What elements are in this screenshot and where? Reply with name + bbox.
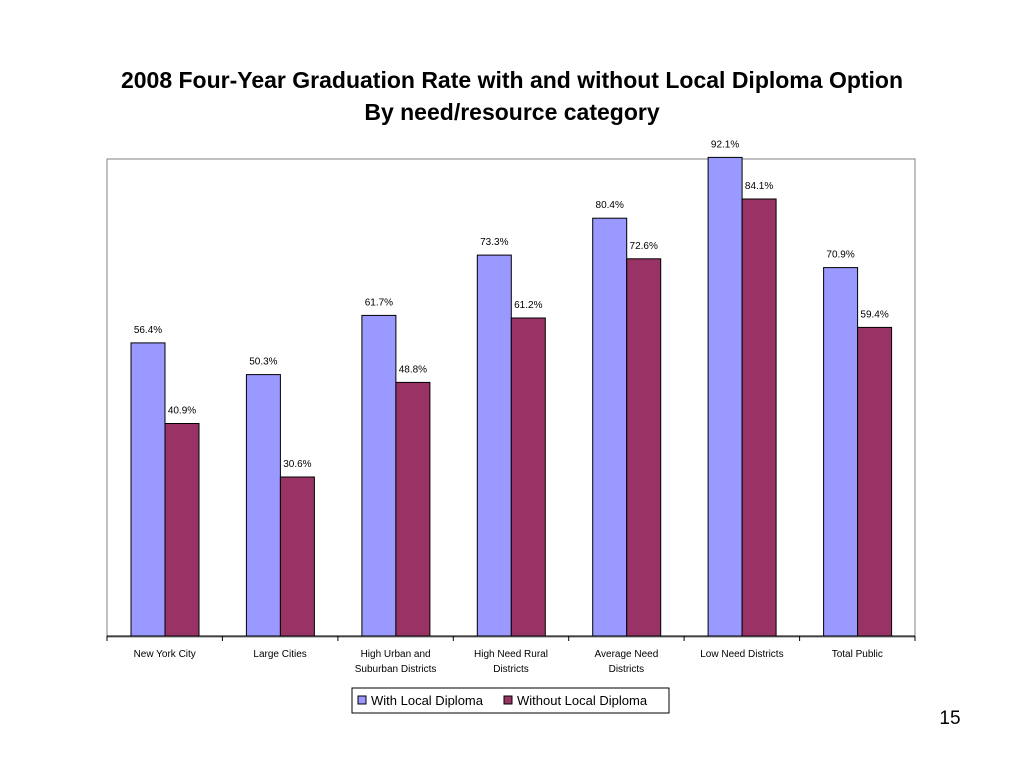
data-labels-layer: 56.4% 40.9% 50.3% 30.6% 61.7% 48.8% 73.3% 61.2%… (134, 139, 889, 470)
data-label: 92.1% (711, 139, 739, 150)
x-tick-label: Average Need (595, 649, 659, 660)
bar-without-local-diploma (510, 317, 546, 637)
x-tick-label: Low Need Districts (700, 649, 783, 660)
data-label: 70.9% (826, 250, 854, 261)
data-label: 40.9% (168, 406, 196, 417)
x-tick-label: Suburban Districts (355, 664, 437, 675)
data-label: 61.2% (514, 300, 542, 311)
x-tick-label: High Urban and (361, 649, 431, 660)
data-label: 84.1% (745, 181, 773, 192)
bar-with-local-diploma (476, 254, 512, 637)
title-line-1: 2008 Four-Year Graduation Rate with and … (120, 67, 904, 93)
x-tick-label: Districts (493, 664, 529, 675)
slide-title: 2008 Four-Year Graduation Rate with and … (0, 64, 1024, 128)
data-label: 61.7% (365, 297, 393, 308)
data-label: 59.4% (860, 309, 888, 320)
legend-label: Without Local Diploma (517, 693, 648, 708)
title-line-2: By need/resource category (364, 99, 660, 125)
bar-without-local-diploma (741, 198, 777, 637)
legend-swatch (357, 695, 367, 705)
legend-label: With Local Diploma (371, 693, 484, 708)
data-label: 48.8% (399, 364, 427, 375)
bar-without-local-diploma (164, 423, 200, 637)
bar-with-local-diploma (823, 267, 859, 637)
data-label: 30.6% (283, 459, 311, 470)
bar-with-local-diploma (245, 374, 281, 637)
data-label: 73.3% (480, 237, 508, 248)
x-tick-label: High Need Rural (474, 649, 548, 660)
bar-with-local-diploma (592, 217, 628, 637)
page-number: 15 (939, 708, 961, 729)
bar-without-local-diploma (626, 258, 662, 637)
x-tick-label: New York City (134, 649, 196, 660)
x-tick-label: Large Cities (253, 649, 306, 660)
x-tick-label: Total Public (832, 649, 883, 660)
bars-layer (130, 156, 893, 637)
bar-with-local-diploma (707, 156, 743, 637)
data-label: 80.4% (596, 200, 624, 211)
data-label: 50.3% (249, 357, 277, 368)
legend: With Local Diploma Without Local Diploma (351, 687, 670, 714)
bar-with-local-diploma (130, 342, 166, 637)
bar-without-local-diploma (395, 381, 431, 637)
legend-swatch (503, 695, 513, 705)
x-tick-label: Districts (609, 664, 645, 675)
bar-with-local-diploma (361, 314, 397, 637)
data-label: 72.6% (630, 241, 658, 252)
data-label: 56.4% (134, 325, 162, 336)
x-axis: New York City Large Cities High Urban and S… (106, 635, 916, 675)
bar-without-local-diploma (279, 476, 315, 637)
bar-without-local-diploma (857, 326, 893, 637)
